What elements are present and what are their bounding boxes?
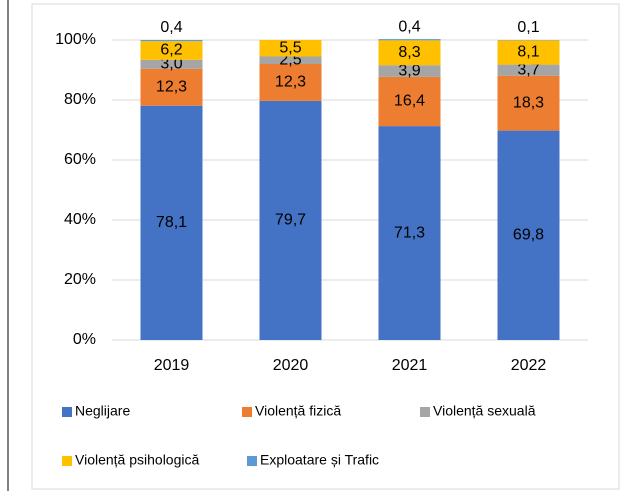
y-tick-label: 100% xyxy=(55,31,96,48)
bar-segment xyxy=(378,126,441,340)
data-label: 0,4 xyxy=(398,18,420,35)
bar-segment xyxy=(259,56,322,64)
data-label: 16,4 xyxy=(394,93,425,110)
bar-segment xyxy=(378,39,441,41)
data-label: 3,7 xyxy=(517,61,539,78)
bar-segment xyxy=(497,64,560,76)
data-label: 12,3 xyxy=(156,78,187,95)
data-label: 79,7 xyxy=(275,212,306,229)
legend-label: Violență fizică xyxy=(255,403,341,419)
bar-segment xyxy=(378,65,441,77)
data-label: 8,3 xyxy=(398,44,420,61)
x-tick-label: 2020 xyxy=(273,357,309,374)
legend-label: Neglijare xyxy=(75,403,130,419)
y-tick-label: 80% xyxy=(64,91,96,108)
data-label: 0,4 xyxy=(160,19,182,36)
bar-segment xyxy=(140,68,203,106)
x-tick-label: 2021 xyxy=(392,357,428,374)
bar-segment xyxy=(378,40,441,66)
data-label: 0,1 xyxy=(517,19,539,36)
bar-segment xyxy=(259,40,322,57)
data-label: 5,5 xyxy=(279,39,301,56)
legend-label: Violență psihologică xyxy=(75,452,199,468)
legend-swatch xyxy=(62,407,72,417)
x-tick-label: 2019 xyxy=(154,357,190,374)
legend-label: Violență sexuală xyxy=(433,403,536,419)
bar-segment xyxy=(497,130,560,340)
bar-segment xyxy=(140,41,203,60)
data-label: 12,3 xyxy=(275,74,306,91)
bar-segment xyxy=(140,40,203,42)
bar-segment xyxy=(140,59,203,69)
legend-swatch xyxy=(242,407,252,417)
y-tick-label: 0% xyxy=(73,331,96,348)
bar-segment xyxy=(140,105,203,340)
legend-swatch xyxy=(420,407,430,417)
bar-segment xyxy=(497,40,560,65)
bar-segment xyxy=(259,64,322,101)
legend-swatch xyxy=(247,456,257,466)
y-tick-label: 40% xyxy=(64,211,96,228)
data-label: 3,9 xyxy=(398,62,420,79)
legend-label: Exploatare și Trafic xyxy=(260,452,379,468)
data-label: 69,8 xyxy=(513,227,544,244)
data-label: 71,3 xyxy=(394,224,425,241)
legend-swatch xyxy=(62,456,72,466)
data-label: 8,1 xyxy=(517,44,539,61)
y-tick-label: 60% xyxy=(64,151,96,168)
bar-segment xyxy=(378,76,441,127)
data-label: 78,1 xyxy=(156,214,187,231)
bar-segment xyxy=(497,75,560,131)
chart-frame xyxy=(31,3,620,490)
data-label: 6,2 xyxy=(160,42,182,59)
y-tick-label: 20% xyxy=(64,271,96,288)
x-tick-label: 2022 xyxy=(511,357,547,374)
data-label: 18,3 xyxy=(513,94,544,111)
bar-segment xyxy=(259,100,322,341)
